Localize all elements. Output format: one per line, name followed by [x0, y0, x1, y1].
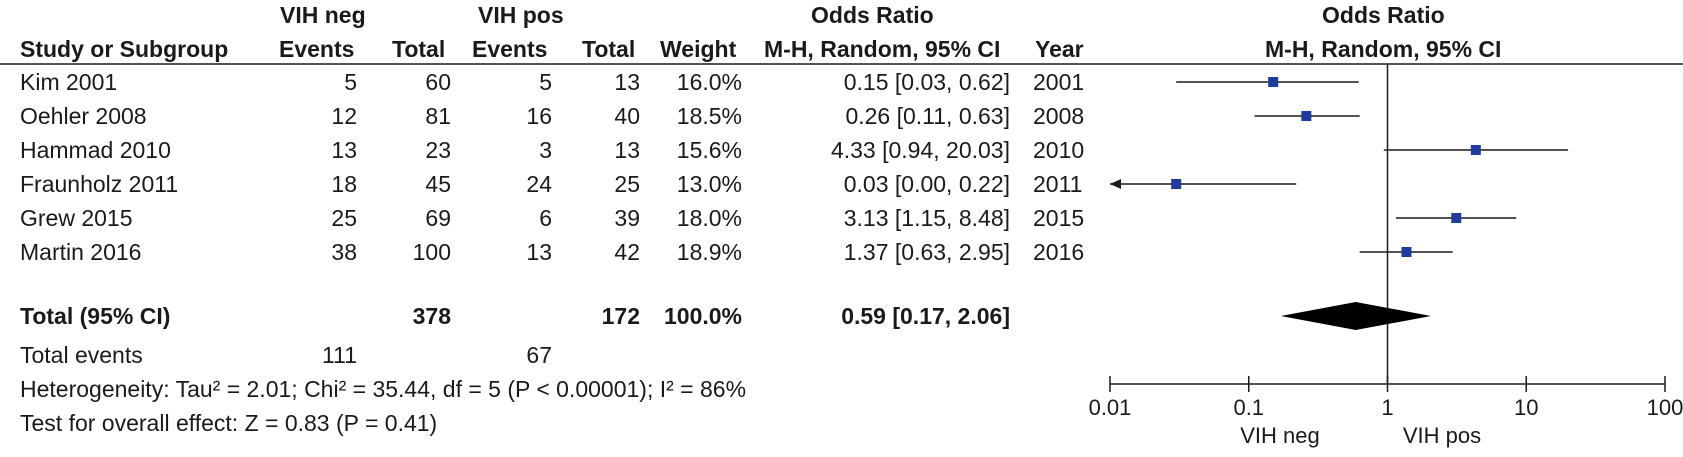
events2-cell: 13 — [526, 239, 552, 265]
method-column-header: M-H, Random, 95% CI — [764, 36, 1001, 62]
total-events-label: Total events — [20, 342, 143, 368]
events1-cell: 38 — [331, 239, 357, 265]
events1-cell: 12 — [331, 103, 357, 129]
x-tick-label: 10 — [1514, 395, 1538, 420]
total2-cell: 13 — [614, 137, 640, 163]
weight-cell: 16.0% — [676, 69, 742, 95]
x-tick-label: 0.1 — [1233, 395, 1264, 420]
year-cell: 2016 — [1033, 239, 1085, 265]
heterogeneity-text: Heterogeneity: Tau² = 2.01; Chi² = 35.44… — [20, 376, 747, 402]
weight-cell: 13.0% — [676, 171, 742, 197]
events2-column-header: Events — [472, 36, 548, 62]
or-ci-cell: 1.37 [0.63, 2.95] — [843, 239, 1010, 265]
favours-left-label: VIH neg — [1240, 423, 1320, 448]
weight-cell: 18.5% — [676, 103, 742, 129]
total1-cell: 81 — [425, 103, 451, 129]
overall-effect-text: Test for overall effect: Z = 0.83 (P = 0… — [20, 410, 438, 436]
total2-column-header: Total — [582, 36, 636, 62]
point-estimate — [1451, 213, 1462, 223]
point-estimate — [1301, 111, 1312, 121]
total1-cell: 23 — [425, 137, 451, 163]
point-estimate — [1268, 77, 1279, 87]
ci-arrow — [1110, 179, 1121, 189]
events2-cell: 3 — [539, 137, 552, 163]
total-events1: 111 — [322, 342, 357, 368]
study-name: Fraunholz 2011 — [20, 171, 179, 197]
events2-cell: 24 — [526, 171, 552, 197]
study-name: Grew 2015 — [20, 205, 133, 231]
or-ci-cell: 0.03 [0.00, 0.22] — [843, 171, 1010, 197]
total1-cell: 100 — [412, 239, 451, 265]
study-name: Kim 2001 — [20, 69, 118, 95]
total1-cell: 45 — [425, 171, 451, 197]
or-ci-cell: 3.13 [1.15, 8.48] — [843, 205, 1010, 231]
total2-cell: 13 — [614, 69, 640, 95]
x-tick-label: 100 — [1647, 395, 1683, 420]
weight-cell: 18.0% — [676, 205, 742, 231]
group1-header: VIH neg — [280, 2, 366, 28]
events1-cell: 25 — [331, 205, 357, 231]
study-name: Hammad 2010 — [20, 137, 171, 163]
year-cell: 2001 — [1033, 69, 1085, 95]
events1-cell: 13 — [331, 137, 357, 163]
weight-column-header: Weight — [660, 36, 737, 62]
total2-cell: 40 — [614, 103, 640, 129]
study-name: Martin 2016 — [20, 239, 142, 265]
point-estimate — [1401, 247, 1412, 257]
total1-cell: 60 — [425, 69, 451, 95]
total2-cell: 25 — [614, 171, 640, 197]
events1-cell: 18 — [331, 171, 357, 197]
total-events2: 67 — [526, 342, 552, 368]
group2-header: VIH pos — [478, 2, 564, 28]
total2-cell: 39 — [614, 205, 640, 231]
total-label: Total (95% CI) — [20, 303, 171, 329]
point-estimate — [1171, 179, 1182, 189]
year-cell: 2008 — [1033, 103, 1085, 129]
or-column-title: Odds Ratio — [811, 2, 934, 28]
total1-column-header: Total — [392, 36, 446, 62]
events2-cell: 16 — [526, 103, 552, 129]
study-column-header: Study or Subgroup — [20, 36, 229, 62]
or-ci-cell: 4.33 [0.94, 20.03] — [830, 137, 1010, 163]
year-cell: 2010 — [1033, 137, 1085, 163]
plot-title: Odds Ratio — [1322, 2, 1445, 28]
total2-cell: 42 — [614, 239, 640, 265]
total-or-ci: 0.59 [0.17, 2.06] — [841, 303, 1010, 329]
year-column-header: Year — [1035, 36, 1084, 62]
year-cell: 2011 — [1033, 171, 1083, 197]
plot-method-header: M-H, Random, 95% CI — [1265, 36, 1502, 62]
events2-cell: 5 — [539, 69, 552, 95]
weight-cell: 18.9% — [676, 239, 742, 265]
favours-right-label: VIH pos — [1403, 423, 1481, 448]
total1-cell: 69 — [425, 205, 451, 231]
point-estimate — [1470, 145, 1481, 155]
total1-sum: 378 — [412, 303, 451, 329]
events1-cell: 5 — [344, 69, 357, 95]
events1-column-header: Events — [279, 36, 355, 62]
total-weight: 100.0% — [663, 303, 742, 329]
year-cell: 2015 — [1033, 205, 1085, 231]
study-name: Oehler 2008 — [20, 103, 147, 129]
weight-cell: 15.6% — [676, 137, 742, 163]
x-tick-label: 0.01 — [1089, 395, 1132, 420]
or-ci-cell: 0.26 [0.11, 0.63] — [845, 103, 1010, 129]
total2-sum: 172 — [601, 303, 640, 329]
or-ci-cell: 0.15 [0.03, 0.62] — [843, 69, 1010, 95]
events2-cell: 6 — [539, 205, 552, 231]
pooled-diamond — [1280, 302, 1432, 330]
x-tick-label: 1 — [1381, 395, 1393, 420]
